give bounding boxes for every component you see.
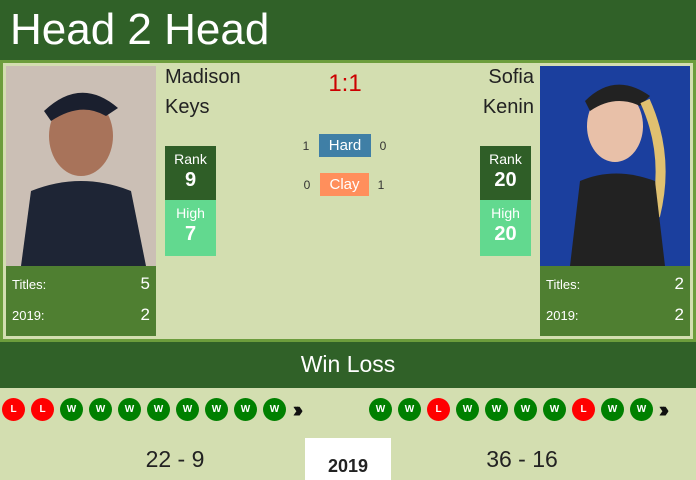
win-badge[interactable]: W <box>456 398 479 421</box>
rank-value: 20 <box>494 169 517 191</box>
rank-value: 9 <box>184 169 197 191</box>
win-badge[interactable]: W <box>263 398 286 421</box>
player2-photo <box>540 66 690 266</box>
hard-p1: 1 <box>302 139 310 153</box>
surface-hard-badge[interactable]: Hard <box>319 134 371 157</box>
win-badge[interactable]: W <box>147 398 170 421</box>
win-badge[interactable]: W <box>543 398 566 421</box>
win-badge[interactable]: W <box>630 398 653 421</box>
hard-p2: 0 <box>379 139 387 153</box>
win-badge[interactable]: W <box>369 398 392 421</box>
win-badge[interactable]: W <box>205 398 228 421</box>
high-label: High <box>176 205 205 221</box>
win-badge[interactable]: W <box>234 398 257 421</box>
win-badge[interactable]: W <box>89 398 112 421</box>
first-name: Sofia <box>488 66 534 88</box>
titles-value: 5 <box>140 274 150 293</box>
win-badge[interactable]: W <box>485 398 508 421</box>
high-value: 7 <box>184 223 197 245</box>
player1-stats: Titles: 5 2019: 2 <box>6 266 156 336</box>
player1-name[interactable]: Madison Keys <box>165 62 241 122</box>
win-badge[interactable]: W <box>398 398 421 421</box>
player2-rank: Rank 20 <box>480 146 531 200</box>
clay-p1: 0 <box>303 178 311 192</box>
titles-label: Titles: <box>546 276 581 292</box>
loss-badge[interactable]: L <box>31 398 54 421</box>
h2h-score: 1:1 <box>328 70 362 97</box>
titles-label: Titles: <box>12 276 47 292</box>
high-label: High <box>491 205 520 221</box>
year-titles-value: 2 <box>140 305 150 324</box>
last-name: Keys <box>165 96 210 118</box>
player1-record: 22 - 9 <box>145 446 205 472</box>
win-badge[interactable]: W <box>118 398 141 421</box>
loss-badge[interactable]: L <box>572 398 595 421</box>
rank-label: Rank <box>489 151 522 167</box>
loss-badge[interactable]: L <box>2 398 25 421</box>
player1-photo <box>6 66 156 266</box>
year-tab[interactable]: 2019 <box>305 438 391 480</box>
player2-record: 36 - 16 <box>486 446 558 472</box>
player1-rank: Rank 9 <box>165 146 216 200</box>
win-badge[interactable]: W <box>176 398 199 421</box>
clay-p2: 1 <box>377 178 385 192</box>
year-label: 2019: <box>546 307 579 323</box>
first-name: Madison <box>165 66 241 88</box>
loss-badge[interactable]: L <box>427 398 450 421</box>
player2-stats: Titles: 2 2019: 2 <box>540 266 690 336</box>
titles-value: 2 <box>674 274 684 293</box>
year-label: 2019: <box>12 307 45 323</box>
page-title: Head 2 Head <box>0 0 696 60</box>
player2-name[interactable]: Sofia Kenin <box>483 62 534 122</box>
last-name: Kenin <box>482 96 534 118</box>
win-badge[interactable]: W <box>60 398 83 421</box>
player1-high: High 7 <box>165 200 216 256</box>
surface-clay-badge[interactable]: Clay <box>320 173 369 196</box>
player2-high: High 20 <box>480 200 531 256</box>
win-badge[interactable]: W <box>514 398 537 421</box>
win-badge[interactable]: W <box>601 398 624 421</box>
rank-label: Rank <box>174 151 207 167</box>
high-value: 20 <box>494 223 517 245</box>
win-loss-title: Win Loss <box>0 342 696 388</box>
year-titles-value: 2 <box>674 305 684 324</box>
